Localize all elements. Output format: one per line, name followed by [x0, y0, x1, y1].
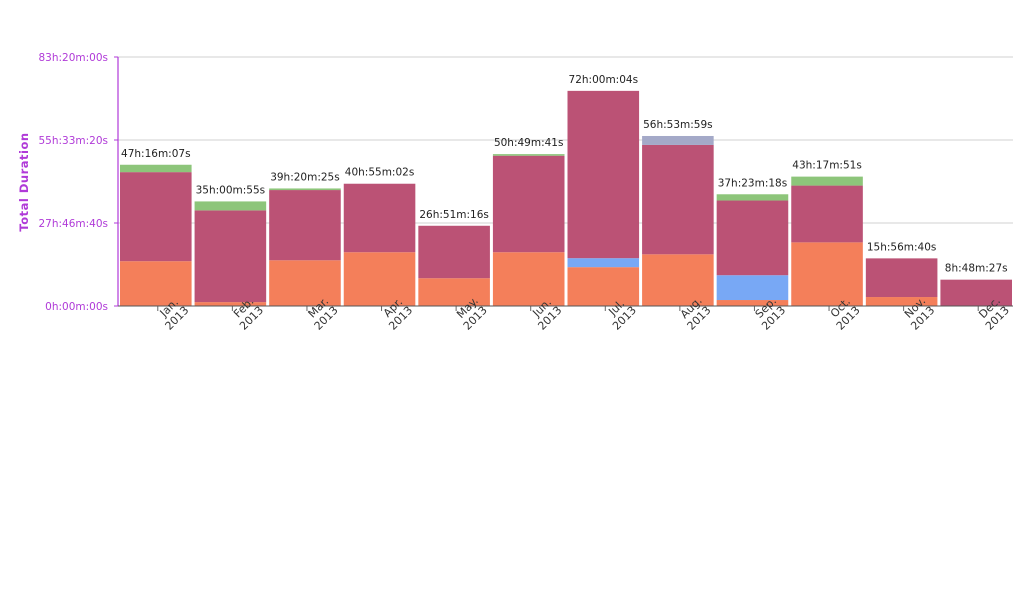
bar-total-label: 26h:51m:16s — [419, 209, 489, 221]
bar-segment-grayblue — [642, 135, 714, 145]
bar-segment-green — [716, 194, 789, 201]
bar-segment-crimson — [716, 200, 789, 276]
bar-total-label: 37h:23m:18s — [718, 177, 788, 189]
bar-total-label: 8h:48m:27s — [945, 263, 1008, 275]
bar-total-label: 35h:00m:55s — [196, 184, 266, 196]
bar-segment-green — [194, 201, 267, 211]
bar-segment-orange — [343, 252, 416, 306]
bar-total-label: 47h:16m:07s — [121, 148, 191, 160]
bar-total-label: 72h:00m:04s — [569, 74, 639, 86]
bar-segment-orange — [120, 261, 192, 306]
bar-segment-crimson — [343, 183, 416, 253]
y-tick-label: 0h:00m:00s — [45, 301, 108, 313]
bar-segment-crimson — [865, 258, 938, 298]
bar-segment-crimson — [418, 225, 490, 279]
bar-segment-crimson — [120, 172, 192, 262]
bar-segment-blue — [716, 275, 789, 301]
bar-segment-crimson — [269, 190, 341, 261]
bar-segment-orange — [716, 300, 789, 306]
bar-total-label: 40h:55m:02s — [345, 167, 415, 179]
y-tick-label: 55h:33m:20s — [38, 135, 108, 147]
bar-segment-orange — [194, 302, 267, 306]
bar-segment-crimson — [194, 210, 267, 303]
bar-segment-orange — [269, 260, 341, 306]
bar-total-label: 50h:49m:41s — [494, 137, 564, 149]
bar-segment-green — [492, 154, 565, 156]
bar-segment-orange — [567, 267, 640, 306]
bar-segment-orange — [642, 254, 714, 306]
gridlines — [118, 56, 1013, 224]
bar-segment-orange — [492, 252, 565, 306]
y-tick-label: 83h:20m:00s — [38, 52, 108, 64]
bar-segment-crimson — [791, 185, 863, 243]
bar-segment-blue — [567, 258, 640, 268]
bar-segment-orange — [865, 297, 938, 306]
axes: 0h:00m:00s 27h:46m:40s 55h:33m:20s 83h:20m:… — [38, 52, 1013, 313]
bars — [120, 90, 1012, 306]
bar-total-label: 15h:56m:40s — [867, 241, 937, 253]
bar-segment-orange — [791, 242, 863, 306]
y-axis-title: Total Duration — [17, 132, 31, 231]
bar-segment-green — [120, 164, 192, 173]
bar-segment-crimson — [940, 279, 1012, 306]
bar-segment-green — [269, 188, 341, 191]
bar-segment-crimson — [642, 144, 714, 255]
bar-segment-orange — [418, 278, 490, 306]
bar-segment-crimson — [492, 155, 565, 253]
bar-total-label: 39h:20m:25s — [270, 171, 340, 183]
y-tick-label: 27h:46m:40s — [38, 218, 108, 230]
bar-segment-green — [791, 176, 863, 186]
bar-total-label: 43h:17m:51s — [792, 160, 862, 172]
bar-total-label: 56h:53m:59s — [643, 119, 713, 131]
bar-segment-crimson — [567, 90, 640, 259]
